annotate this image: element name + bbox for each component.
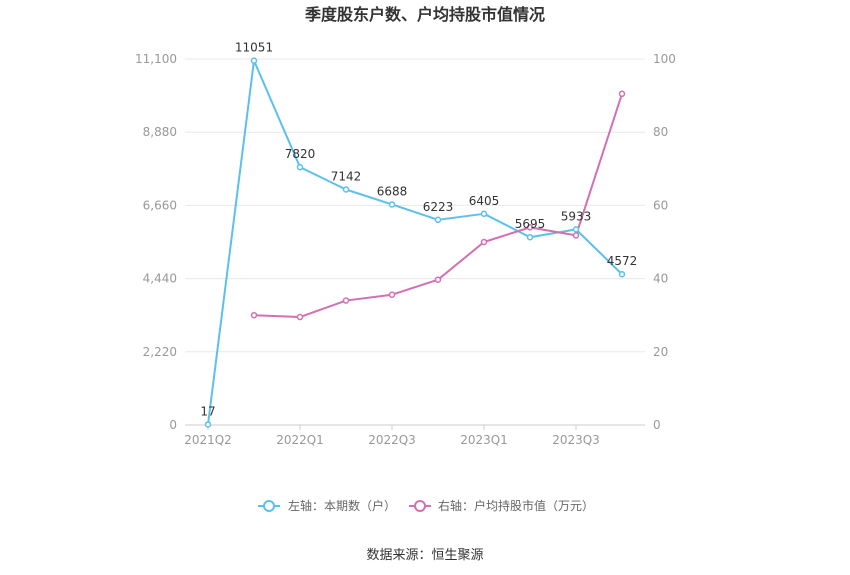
data-point-1[interactable] [618,270,626,278]
legend-label: 右轴：户均持股市值（万元） [438,498,594,513]
data-point-2[interactable] [572,232,580,239]
data-point-2[interactable] [480,238,488,246]
legend-marker-icon [414,500,426,512]
axes: 0 2,220 4,440 6,660 8,880 11,100 0 20 40 60 80 100 2… [135,52,676,447]
y-left-tick-label: 6,660 [143,198,177,212]
data-point-2[interactable] [618,90,626,98]
data-point-1[interactable] [342,186,350,193]
grid-lines [185,58,645,353]
y-right-tick-label: 20 [653,345,668,359]
data-label: 5933 [561,209,592,223]
data-point-2[interactable] [296,313,304,321]
data-label: 4572 [607,254,638,268]
chart-title: 季度股东户数、户均持股市值情况 [304,5,545,24]
data-label: 7142 [331,170,362,184]
data-point-1[interactable] [572,226,580,233]
data-point-1[interactable] [204,421,212,428]
y-right-tick-label: 80 [653,125,668,139]
y-left-tick-label: 2,220 [143,345,177,359]
y-right-tick-label: 60 [653,198,668,212]
y-left-tick-label: 11,100 [135,52,177,66]
data-points [204,57,626,428]
data-point-2[interactable] [526,224,534,231]
x-tick-label: 2023Q1 [460,433,508,447]
data-label: 6405 [469,194,500,208]
legend[interactable]: 左轴：本期数（户） 右轴：户均持股市值（万元） [258,498,594,513]
data-label: 11051 [235,41,273,55]
data-point-1[interactable] [250,57,258,64]
y-left-tick-label: 0 [169,418,177,432]
data-point-1[interactable] [434,216,442,224]
data-point-1[interactable] [296,163,304,171]
data-label: 5695 [515,217,546,231]
x-tick-label: 2023Q3 [552,433,600,447]
y-right-tick-label: 0 [653,418,661,432]
data-point-2[interactable] [388,291,396,298]
y-left-tick-label: 8,880 [143,125,177,139]
data-point-2[interactable] [342,297,350,304]
legend-item-1[interactable]: 左轴：本期数（户） [258,498,396,513]
data-point-2[interactable] [434,276,442,283]
data-point-1[interactable] [526,233,534,241]
data-source-note: 数据来源：恒生聚源 [366,548,483,563]
data-point-1[interactable] [388,201,396,208]
data-point-1[interactable] [480,210,488,218]
legend-item-2[interactable]: 右轴：户均持股市值（万元） [409,498,594,513]
y-right-tick-label: 40 [653,272,668,286]
y-left-tick-label: 4,440 [143,272,177,286]
legend-marker-icon [263,500,275,512]
x-tick-label: 2022Q1 [276,433,324,447]
data-label: 17 [200,404,215,418]
data-label: 6223 [423,200,454,214]
data-point-2[interactable] [250,311,258,319]
data-label: 7820 [285,147,316,161]
series-lines [207,59,623,425]
x-tick-label: 2022Q3 [368,433,416,447]
data-label: 6688 [377,184,408,198]
y-right-tick-label: 100 [653,52,676,66]
x-tick-label: 2021Q2 [184,433,232,447]
legend-label: 左轴：本期数（户） [288,498,396,513]
series-line-1 [207,59,623,425]
data-labels: 17 11051 7820 7142 6688 6223 6405 5695 5933 4572 [200,41,637,419]
